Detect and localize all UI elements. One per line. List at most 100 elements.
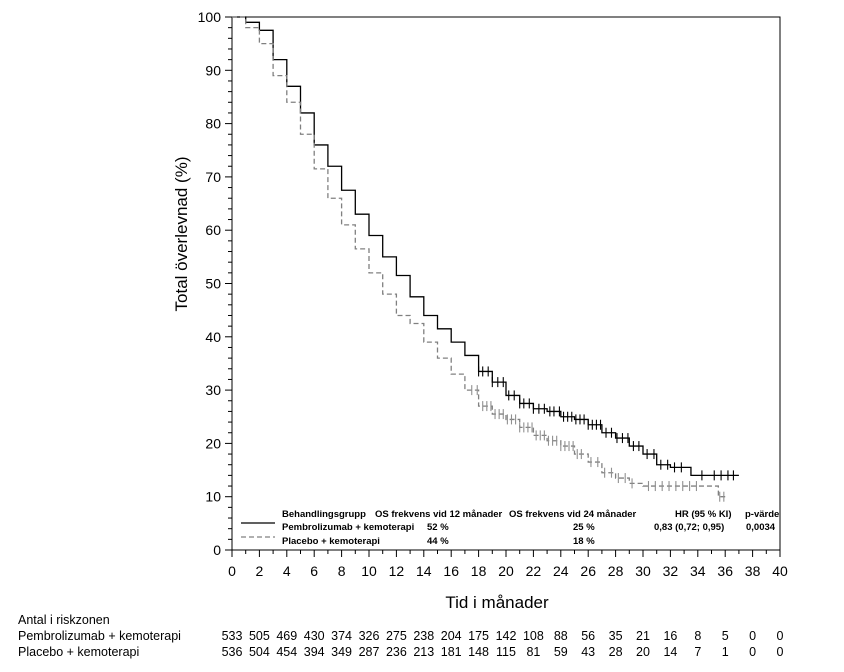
- x-tick-label: 30: [635, 563, 651, 579]
- x-tick-label: 18: [471, 563, 487, 579]
- x-tick-label: 20: [498, 563, 514, 579]
- risk-value: 374: [331, 629, 352, 643]
- y-tick-label: 60: [205, 222, 221, 238]
- risk-value: 0: [749, 645, 756, 659]
- risk-values: 533 505 469 430 374 326 275 238 204 175 142 108 88 56…: [222, 629, 784, 659]
- risk-value: 0: [777, 645, 784, 659]
- x-tick-label: 34: [690, 563, 706, 579]
- x-tick-label: 40: [772, 563, 788, 579]
- legend-os24-placebo: 18 %: [573, 536, 595, 547]
- legend-os12-pembrolizumab: 52 %: [427, 522, 449, 533]
- risk-value: 505: [249, 629, 270, 643]
- km-curve-pembrolizumab: [232, 16, 739, 477]
- km-curve-placebo: [232, 16, 726, 498]
- risk-value: 533: [222, 629, 243, 643]
- risk-value: 469: [276, 629, 297, 643]
- y-tick-label: 70: [205, 169, 221, 185]
- x-tick-label: 22: [526, 563, 542, 579]
- legend-label-placebo: Placebo + kemoterapi: [282, 536, 380, 547]
- legend-header-hr: HR (95 % KI): [675, 509, 731, 520]
- legend-hr-pembrolizumab: 0,83 (0,72; 0,95): [654, 522, 724, 533]
- risk-value: 536: [222, 645, 243, 659]
- risk-value: 275: [386, 629, 407, 643]
- risk-value: 236: [386, 645, 407, 659]
- x-tick-label: 4: [283, 563, 291, 579]
- y-axis: 0 10 20 30 40 50 60 70 80 90 100: [198, 9, 232, 558]
- x-axis: 0 2 4 6 8 10 12 14 16 18 20 22 24 26 28 30 32 34 36 38 40: [228, 550, 788, 579]
- risk-value: 394: [304, 645, 325, 659]
- x-tick-label: 16: [443, 563, 459, 579]
- x-tick-label: 28: [608, 563, 624, 579]
- plot-border: [231, 16, 781, 551]
- y-tick-label: 0: [213, 542, 221, 558]
- x-tick-label: 12: [389, 563, 405, 579]
- x-tick-label: 0: [228, 563, 236, 579]
- y-tick-label: 80: [205, 116, 221, 132]
- risk-value: 175: [468, 629, 489, 643]
- x-tick-label: 36: [717, 563, 733, 579]
- y-axis-title: Total överlevnad (%): [172, 157, 191, 312]
- plot-frame: [231, 16, 781, 551]
- legend-os24-pembrolizumab: 25 %: [573, 522, 595, 533]
- risk-value: 81: [526, 645, 540, 659]
- y-tick-label: 10: [205, 489, 221, 505]
- risk-value: 14: [663, 645, 677, 659]
- risk-value: 115: [496, 645, 516, 659]
- risk-value: 454: [276, 645, 297, 659]
- risk-value: 287: [359, 645, 380, 659]
- legend-os12-placebo: 44 %: [427, 536, 449, 547]
- risk-value: 430: [304, 629, 325, 643]
- risk-value: 238: [413, 629, 434, 643]
- x-tick-label: 24: [553, 563, 569, 579]
- risk-value: 204: [441, 629, 462, 643]
- y-tick-label: 30: [205, 382, 221, 398]
- risk-value: 0: [777, 629, 784, 643]
- risk-value: 43: [581, 645, 595, 659]
- x-axis-title: Tid i månader: [445, 593, 549, 612]
- legend-header-os24: OS frekvens vid 24 månader: [509, 509, 637, 520]
- legend-p-pembrolizumab: 0,0034: [746, 522, 776, 533]
- legend-header-p: p-värde: [745, 509, 779, 520]
- risk-value: 5: [722, 629, 729, 643]
- risk-row-label-placebo: Placebo + kemoterapi: [18, 645, 139, 659]
- risk-value: 59: [554, 645, 568, 659]
- risk-value: 28: [609, 645, 623, 659]
- risk-value: 8: [694, 629, 701, 643]
- risk-value: 88: [554, 629, 568, 643]
- y-tick-label: 40: [205, 329, 221, 345]
- y-tick-label: 20: [205, 435, 221, 451]
- x-tick-label: 32: [663, 563, 679, 579]
- risk-value: 326: [359, 629, 380, 643]
- x-tick-label: 2: [256, 563, 264, 579]
- legend-header-group: Behandlingsgrupp: [282, 509, 366, 520]
- risk-value: 16: [663, 629, 677, 643]
- risk-value: 349: [331, 645, 352, 659]
- risk-value: 0: [749, 629, 756, 643]
- risk-value: 148: [468, 645, 489, 659]
- y-tick-label: 50: [205, 276, 221, 292]
- legend: Behandlingsgrupp OS frekvens vid 12 måna…: [241, 509, 779, 547]
- risk-value: 181: [441, 645, 462, 659]
- risk-value: 142: [496, 629, 517, 643]
- y-tick-label: 90: [205, 62, 221, 78]
- risk-value: 20: [636, 645, 650, 659]
- risk-value: 108: [523, 629, 544, 643]
- x-tick-label: 14: [416, 563, 432, 579]
- risk-row-label-pembrolizumab: Pembrolizumab + kemoterapi: [18, 629, 181, 643]
- risk-value: 56: [581, 629, 595, 643]
- censor-marks: [471, 366, 734, 502]
- x-tick-label: 26: [580, 563, 596, 579]
- risk-table: Antal i riskzonen Pembrolizumab + kemote…: [18, 613, 784, 659]
- risk-table-title: Antal i riskzonen: [18, 613, 110, 627]
- risk-value: 35: [609, 629, 623, 643]
- legend-header-os12: OS frekvens vid 12 månader: [375, 509, 503, 520]
- x-tick-label: 38: [745, 563, 761, 579]
- risk-value: 1: [722, 645, 729, 659]
- risk-value: 21: [636, 629, 650, 643]
- series-lines: [232, 16, 739, 498]
- x-tick-label: 6: [310, 563, 318, 579]
- y-tick-label: 100: [198, 9, 222, 25]
- x-tick-label: 8: [338, 563, 346, 579]
- risk-value: 504: [249, 645, 270, 659]
